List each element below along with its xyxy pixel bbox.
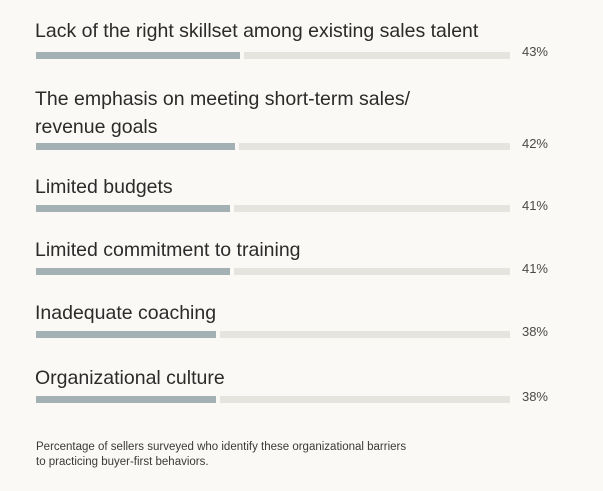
bar-separator [230,268,234,275]
bar-value-label: 41% [521,261,548,276]
bar-track [36,331,510,338]
bar-fill [36,52,240,59]
bar-value-label: 41% [521,198,548,213]
bar-separator [216,396,220,403]
bar-track [36,205,510,212]
bar-fill [36,396,216,403]
bar-track [36,396,510,403]
bar-value-label: 43% [521,44,548,59]
bar-fill [36,268,230,275]
bar-separator [240,52,244,59]
chart-footnote: Percentage of sellers surveyed who ident… [36,441,407,468]
bar-track [36,143,510,150]
bar-fill [36,143,235,150]
bar-track [36,268,510,275]
bar-separator [235,143,239,150]
bar-fill [36,331,216,338]
bar-value-label: 42% [521,136,548,151]
bar-track [36,52,510,59]
bar-category-label: Organizational culture [35,367,225,389]
bar-category-label: Limited commitment to training [35,239,301,261]
bar-value-label: 38% [521,389,548,404]
bar-category-label: The emphasis on meeting short-term sales… [35,88,410,138]
bar-fill [36,205,230,212]
bar-value-label: 38% [521,324,548,339]
bar-category-label: Limited budgets [35,176,173,198]
bar-category-label: Lack of the right skillset among existin… [35,20,479,42]
bar-separator [230,205,234,212]
bar-category-label: Inadequate coaching [35,302,217,324]
bar-separator [216,331,220,338]
